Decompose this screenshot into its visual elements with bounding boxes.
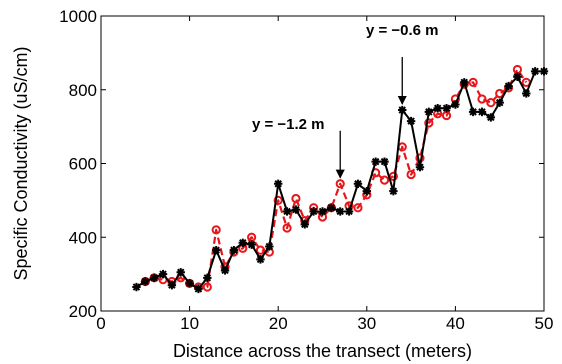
data-point — [415, 162, 425, 172]
data-point — [468, 77, 478, 87]
axes: 0 10 20 30 40 50 200 400 600 800 1000 — [59, 7, 553, 333]
data-point — [141, 277, 150, 286]
data-point — [379, 175, 390, 185]
data-point — [530, 67, 540, 76]
data-point — [256, 255, 265, 264]
data-point — [291, 193, 301, 204]
data-point — [353, 203, 363, 213]
data-point — [353, 179, 363, 188]
data-point — [398, 105, 407, 115]
x-tick-label: 30 — [357, 314, 376, 333]
data-point — [495, 98, 504, 107]
y-tick-label: 400 — [69, 228, 97, 247]
x-tick-label: 50 — [535, 314, 554, 333]
data-point — [274, 179, 283, 188]
data-point — [424, 118, 434, 128]
data-point — [451, 100, 460, 109]
series-line — [144, 68, 528, 289]
data-point — [362, 186, 371, 196]
plot-frame — [100, 15, 545, 312]
data-point — [522, 89, 531, 98]
data-point — [468, 107, 478, 117]
data-point — [495, 88, 505, 99]
y-tick-label: 800 — [69, 81, 97, 100]
data-point — [291, 205, 301, 214]
data-point — [327, 203, 336, 212]
data-point — [371, 157, 380, 166]
data-point — [335, 179, 345, 189]
data-point — [282, 207, 292, 216]
data-point — [273, 195, 283, 205]
data-point — [211, 225, 221, 235]
data-point — [406, 116, 416, 126]
data-point — [513, 72, 522, 82]
data-point — [211, 245, 221, 255]
data-point — [220, 266, 230, 275]
data-point — [460, 78, 469, 87]
data-point — [389, 186, 398, 196]
x-tick-label: 10 — [180, 314, 199, 333]
data-point — [539, 67, 549, 76]
x-tick-label: 20 — [269, 314, 288, 333]
data-point — [344, 207, 354, 216]
data-point — [176, 268, 185, 277]
data-point — [158, 269, 168, 279]
annotations: y = −1.2 m y = −0.6 m — [252, 22, 439, 179]
data-point — [132, 282, 141, 292]
data-point — [282, 223, 292, 233]
data-point — [477, 94, 487, 104]
data-point — [442, 103, 451, 113]
data-point — [167, 280, 177, 290]
x-tick-label: 40 — [446, 314, 465, 333]
data-point — [309, 207, 318, 216]
data-point — [300, 220, 309, 229]
annotation-label: y = −0.6 m — [366, 22, 439, 39]
data-point — [486, 98, 496, 108]
series-circle — [140, 64, 531, 292]
data-point — [238, 238, 247, 247]
data-point — [203, 273, 212, 283]
data-point — [433, 103, 442, 113]
data-point — [318, 207, 327, 216]
data-point — [255, 245, 266, 255]
x-axis-title: Distance across the transect (meters) — [173, 341, 472, 361]
y-axis-title: Specific Conductivity (uS/cm) — [11, 46, 31, 280]
y-tick-label: 1000 — [59, 7, 97, 26]
data-point — [149, 273, 159, 283]
annotation-label: y = −1.2 m — [252, 116, 325, 133]
y-tick-label: 600 — [69, 155, 97, 174]
data-point — [406, 169, 416, 180]
data-point — [194, 284, 203, 294]
data-point — [229, 245, 239, 255]
data-point — [380, 157, 389, 166]
series-group — [132, 64, 549, 294]
data-point — [202, 282, 212, 292]
data-point — [247, 240, 256, 249]
data-point — [477, 107, 487, 117]
data-point — [504, 81, 513, 91]
data-point — [424, 107, 434, 117]
data-point — [336, 207, 345, 216]
data-point — [486, 113, 496, 122]
data-point — [265, 242, 274, 251]
x-tick-label: 0 — [96, 314, 105, 333]
y-tick-label: 200 — [69, 302, 97, 321]
series-asterisk — [132, 67, 549, 294]
data-point — [185, 279, 194, 288]
